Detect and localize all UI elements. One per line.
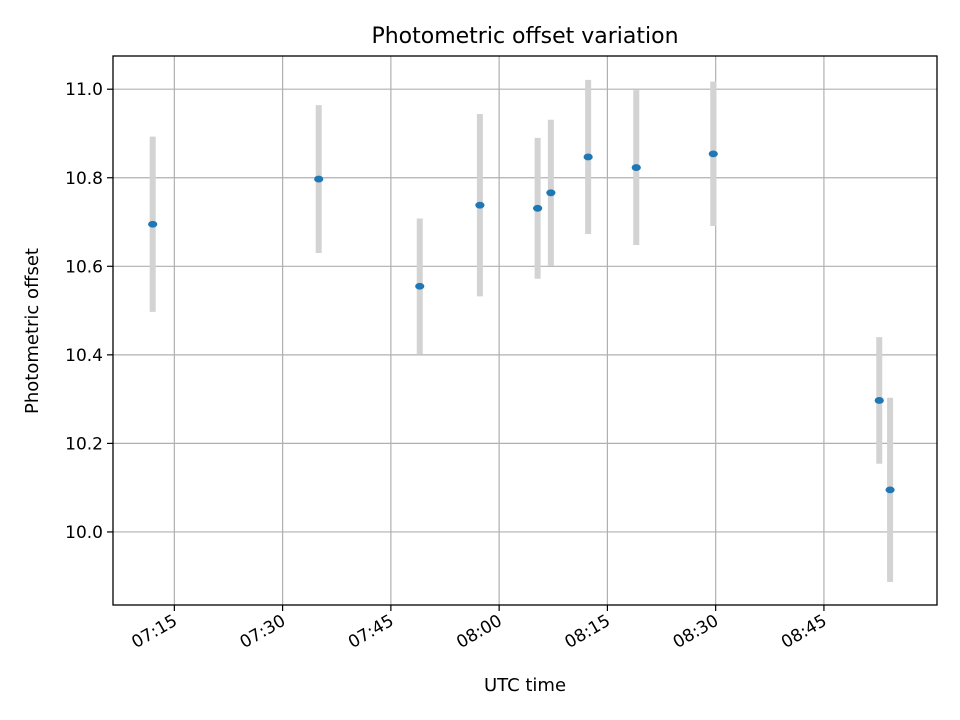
plot-frame xyxy=(112,55,938,606)
grid-lines xyxy=(113,56,937,605)
data-point xyxy=(475,201,485,209)
y-tick-label: 11.0 xyxy=(65,80,103,100)
y-tick-label: 10.6 xyxy=(65,257,103,277)
y-tick-label: 10.2 xyxy=(65,434,103,454)
x-tick-label: 08:45 xyxy=(778,611,830,653)
chart-title: Photometric offset variation xyxy=(371,24,678,49)
y-tick-label: 10.8 xyxy=(65,169,103,189)
data-point xyxy=(415,282,425,290)
x-tick-label: 08:30 xyxy=(670,611,722,653)
x-tick-label: 07:15 xyxy=(128,611,180,653)
x-tick-label: 07:45 xyxy=(345,611,397,653)
data-point xyxy=(885,486,895,494)
data-point xyxy=(874,397,884,404)
data-points xyxy=(148,150,895,494)
data-point xyxy=(631,164,641,171)
data-point xyxy=(708,150,718,158)
y-axis-label: Photometric offset xyxy=(22,248,43,414)
x-tick-label: 08:00 xyxy=(453,611,505,653)
data-point xyxy=(533,204,543,212)
x-tick-label: 07:30 xyxy=(237,611,289,653)
error-bars xyxy=(149,79,894,582)
data-point xyxy=(583,153,593,161)
y-tick-label: 10.4 xyxy=(65,346,103,366)
x-axis-label: UTC time xyxy=(484,675,566,696)
x-tick-label: 08:15 xyxy=(561,611,613,653)
data-point xyxy=(546,189,556,197)
y-tick-label: 10.0 xyxy=(65,523,103,543)
data-point xyxy=(148,220,158,228)
data-point xyxy=(314,175,324,183)
